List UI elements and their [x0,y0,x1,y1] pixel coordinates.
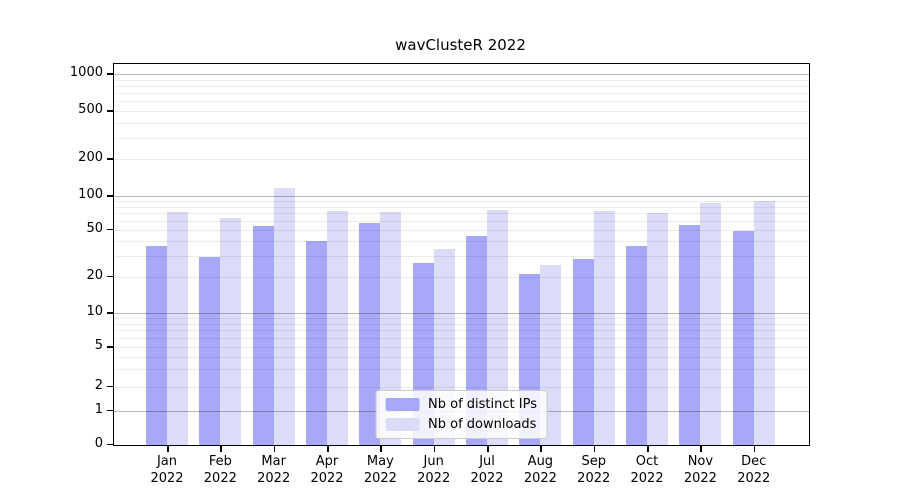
legend: Nb of distinct IPs Nb of downloads [375,390,548,439]
x-tick-mark [487,446,489,452]
bar-feb-distinct-ips [199,257,221,445]
bar-dec-distinct-ips [732,230,754,445]
y-tick-mark [107,158,113,160]
x-tick-label: Sep 2022 [577,454,611,486]
x-tick-label: Feb 2022 [203,454,237,486]
x-tick-label: Jun 2022 [417,454,451,486]
x-tick-label: Jul 2022 [470,454,504,486]
bar-jul-downloads [487,209,509,445]
gridline-minor [114,85,809,87]
bar-may-downloads [380,211,402,445]
bar-sep-downloads [593,211,615,445]
y-tick-label: 2 [94,377,103,393]
bar-mar-distinct-ips [252,225,274,445]
x-tick-mark [753,446,756,452]
bar-feb-downloads [220,218,242,445]
legend-label-downloads: Nb of downloads [428,417,537,432]
bar-nov-distinct-ips [679,224,701,445]
bar-sep-distinct-ips [572,259,594,445]
y-tick-label: 10 [86,304,103,319]
bar-oct-distinct-ips [626,246,648,445]
y-tick-mark [107,275,113,277]
y-tick-label: 20 [86,267,103,283]
bar-apr-downloads [327,211,349,445]
legend-swatch-distinct-ips [385,398,420,411]
x-tick-mark [220,446,222,452]
y-tick-mark [107,409,113,411]
gridline-major [114,74,809,75]
y-tick-label: 200 [78,150,103,165]
y-tick-label: 100 [78,187,103,202]
gridline-major [114,196,809,197]
bar-jan-distinct-ips [146,246,167,445]
y-tick-label: 5 [94,338,103,353]
x-tick-mark [700,446,702,452]
gridline-minor [114,122,809,124]
x-tick-mark [380,446,382,452]
x-tick-mark [433,446,436,452]
plot-area: Nb of distinct IPs Nb of downloads [113,63,810,446]
y-tick-mark [107,228,113,230]
bar-oct-downloads [647,213,669,445]
x-tick-mark [647,446,649,452]
bar-dec-downloads [753,201,775,445]
bar-may-distinct-ips [359,223,381,445]
y-tick-mark [107,443,113,445]
x-tick-label: Jan 2022 [150,454,184,486]
gridline-minor [114,79,809,81]
x-tick-label: Aug 2022 [523,454,557,486]
gridline-minor [114,93,809,95]
x-tick-label: Oct 2022 [630,454,664,486]
y-tick-label: 0 [94,435,103,451]
y-tick-mark [107,110,113,112]
y-tick-mark [107,346,113,348]
x-tick-label: Nov 2022 [683,454,717,486]
bar-jan-downloads [167,211,188,445]
x-tick-label: Dec 2022 [737,454,771,486]
x-tick-mark [593,446,596,452]
y-tick-mark [107,73,113,75]
y-tick-mark [107,385,113,387]
y-tick-mark [107,195,113,197]
y-tick-mark [107,312,113,314]
x-tick-label: Apr 2022 [310,454,344,486]
gridline-minor [114,137,809,139]
bar-mar-downloads [273,188,295,445]
x-tick-label: Mar 2022 [257,454,291,486]
x-tick-mark [540,446,542,452]
y-tick-label: 500 [78,102,103,117]
y-tick-label: 50 [86,220,103,236]
x-tick-mark [273,446,276,452]
y-tick-label: 1000 [69,65,103,80]
x-tick-mark [167,446,169,452]
bar-nov-downloads [700,202,722,445]
gridline-minor [114,111,809,112]
x-tick-mark [327,446,329,452]
y-tick-label: 1 [94,401,103,417]
x-tick-label: May 2022 [363,454,397,486]
gridline-minor [114,101,809,103]
gridline-minor [114,159,809,160]
chart-title: wavClusteR 2022 [395,36,526,54]
legend-item-downloads: Nb of downloads [385,418,537,431]
legend-swatch-downloads [385,418,420,431]
bar-apr-distinct-ips [306,240,328,445]
legend-label-distinct-ips: Nb of distinct IPs [428,397,537,412]
legend-item-distinct-ips: Nb of distinct IPs [385,398,537,411]
